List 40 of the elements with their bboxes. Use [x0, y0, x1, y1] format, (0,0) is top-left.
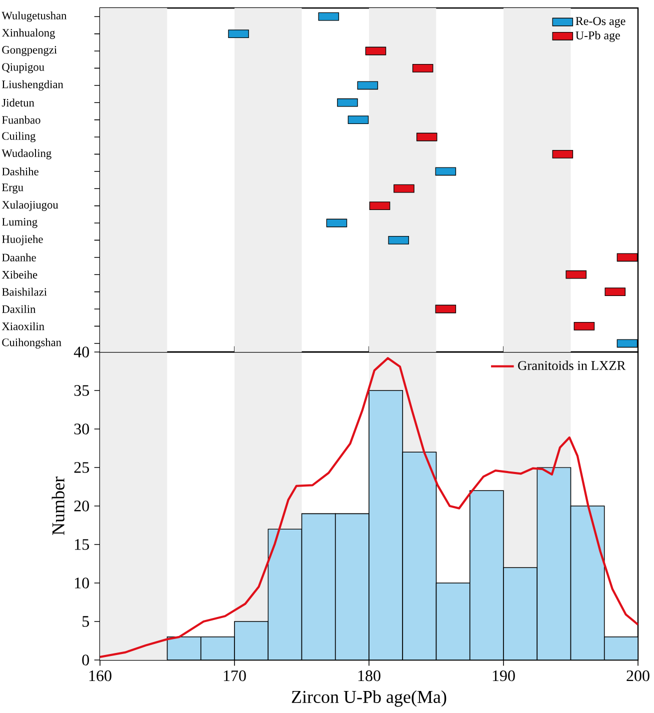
- y-tick-label: Wulugetushan: [2, 11, 67, 22]
- y-tick-label: Dashihe: [2, 167, 38, 176]
- y-tick-label: Xiaoxilin: [2, 322, 44, 330]
- y-tick-label: 5: [82, 616, 89, 627]
- x-tick-label: 170: [224, 670, 246, 682]
- y-tick-label: Fuanbao: [2, 116, 40, 124]
- y-tick-label: Cuihongshan: [2, 338, 62, 349]
- y-tick-label: Baishilazi: [2, 288, 47, 296]
- y-axis-title: Number: [52, 476, 64, 535]
- legend-label: Granitoids in LXZR: [518, 360, 626, 370]
- y-tick-label: Cuiling: [2, 132, 36, 142]
- x-tick-label: 180: [358, 670, 380, 682]
- x-tick-label: 190: [492, 670, 515, 682]
- y-tick-label: 20: [74, 500, 89, 512]
- y-tick-label: Xinhualong: [2, 28, 55, 39]
- y-tick-label: Qiupigou: [2, 63, 44, 74]
- y-tick-label: 30: [74, 424, 89, 434]
- legend-label: U-Pb age: [576, 30, 620, 42]
- y-tick-label: 35: [74, 385, 89, 396]
- y-tick-label: 0: [82, 654, 89, 666]
- y-tick-label: 15: [75, 539, 89, 550]
- y-tick-label: Luming: [2, 218, 38, 228]
- line-series: [100, 357, 638, 658]
- x-tick-label: 160: [89, 670, 112, 682]
- y-tick-label: Liushengdian: [2, 80, 64, 91]
- y-tick-label: Daxilin: [2, 305, 36, 313]
- y-tick-label: 25: [74, 462, 89, 473]
- y-tick-label: Xulaojiugou: [2, 200, 58, 211]
- y-tick-label: 10: [75, 578, 89, 588]
- y-tick-label: Jidetun: [2, 98, 34, 107]
- legend-label: Re-Os age: [576, 17, 626, 28]
- y-tick-label: Huojiehe: [2, 235, 43, 246]
- y-tick-label: Gongpengzi: [2, 46, 57, 56]
- y-tick-label: Ergu: [2, 184, 24, 194]
- y-tick-label: Wudaoling: [2, 149, 52, 160]
- y-tick-label: Xibeihe: [2, 270, 38, 279]
- y-tick-label: Daanhe: [2, 253, 36, 262]
- x-tick-label: 200: [626, 670, 650, 682]
- y-tick-label: 40: [74, 346, 89, 358]
- x-axis-title: Zircon U-Pb age(Ma): [292, 690, 446, 707]
